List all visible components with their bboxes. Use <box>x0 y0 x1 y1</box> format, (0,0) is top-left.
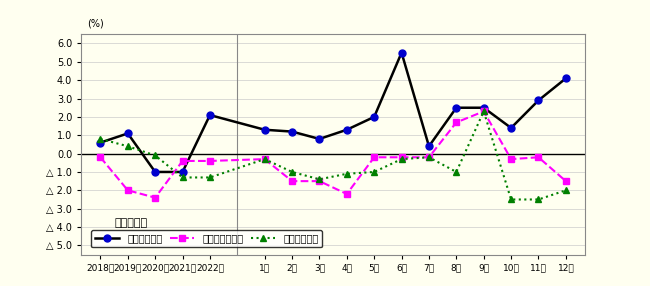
Text: (%): (%) <box>86 19 103 29</box>
Legend: 現金給与総額, 総実労働時間数, 常用労働者数: 現金給与総額, 総実労働時間数, 常用労働者数 <box>91 230 322 247</box>
Text: 調査産業計: 調査産業計 <box>114 218 148 228</box>
